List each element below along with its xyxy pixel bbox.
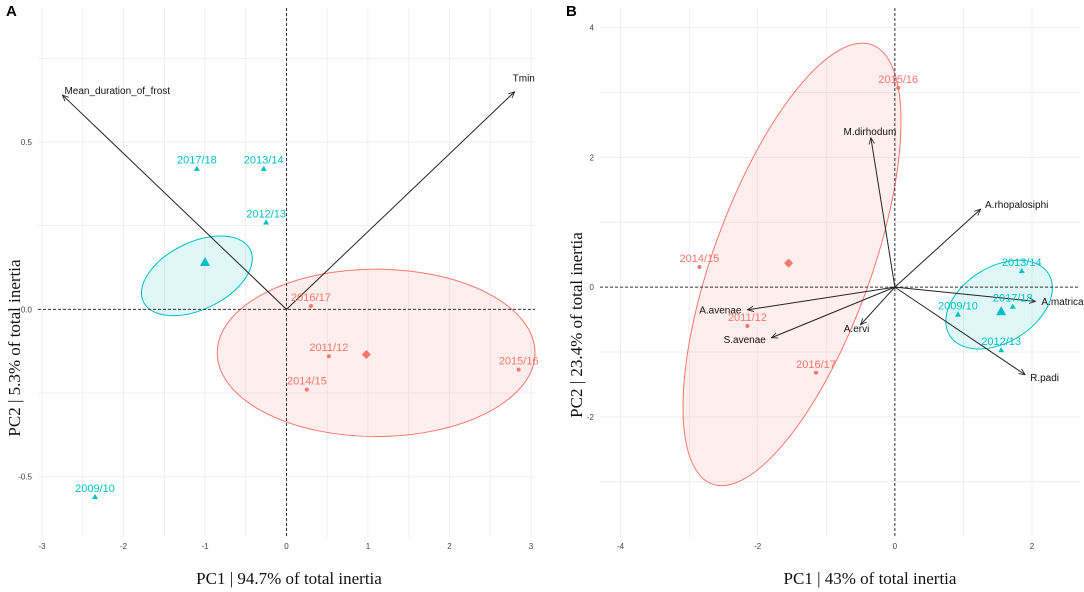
panel-a-point-label: 2009/10: [75, 483, 115, 495]
panel-a-arrow-mean-duration-of-frost: [62, 95, 287, 310]
panel-b-centroid-group1: [784, 258, 794, 268]
panel-b-arrows: M.dirhodum A.rhopalosiphi A.matricariae A.a…: [699, 127, 1084, 384]
panel-a-x-tick-label: -1: [201, 542, 209, 551]
panel-a-point-group2: [263, 219, 270, 225]
panel-b-y-tick-label: -2: [587, 413, 595, 422]
panel-a-y-tick-label: 0.5: [21, 138, 33, 147]
panel-b-arrow-label: A.avenae: [699, 306, 742, 317]
panel-a-point-group2: [193, 165, 200, 171]
panel-a-arrows: Mean_duration_of_frost Tmin: [62, 74, 535, 310]
panel-b: B M.dirhodum A.rhopalosiphi A.matricariae A…: [566, 3, 1084, 588]
panel-b-point-group1: [745, 324, 750, 329]
panel-a-x-tick-label: -3: [39, 542, 47, 551]
panel-a-group2-ellipse: [140, 235, 253, 317]
panel-b-point-label: 2015/16: [878, 74, 918, 86]
panel-b-arrow-label: A.ervi: [844, 324, 870, 335]
panel-a-arrow-tmin: [286, 92, 515, 310]
panel-b-label: B: [566, 3, 577, 20]
panel-b-point-group1: [814, 370, 818, 375]
panel-b-ticks: -4 -2 0 2 -2 0 2 4: [587, 23, 1035, 551]
panel-b-reference-lines: [600, 8, 1080, 537]
panel-a-x-tick-label: 2: [447, 542, 452, 551]
panel-b-arrow-label: S.avenae: [724, 335, 767, 346]
panel-a-label: A: [6, 3, 17, 20]
panel-a-point-label: 2017/18: [177, 155, 217, 167]
panel-a-points: 2016/17 2011/12 2014/15 2015/16 2017/18 2013/…: [75, 155, 539, 500]
panel-b-point-group1: [896, 85, 901, 90]
panel-a-point-group2: [92, 493, 99, 500]
panel-a-point-group2: [260, 165, 267, 171]
panel-b-y-tick-label: 0: [590, 283, 595, 292]
panel-b-arrow-m-dirhodum: [871, 138, 896, 288]
panel-b-point-label: 2017/18: [993, 293, 1033, 305]
panel-a-point-group1: [326, 354, 331, 359]
panel-a-reference-lines: [38, 8, 535, 537]
panel-b-point-group2: [998, 347, 1005, 353]
panel-b-x-tick-label: -4: [617, 542, 625, 551]
panel-b-arrow-a-matricariae: [894, 286, 1036, 301]
panel-a-x-tick-label: 3: [529, 542, 534, 551]
panel-b-x-axis-title: PC1 | 43% of total inertia: [784, 569, 957, 588]
panel-b-x-tick-label: -2: [754, 542, 762, 551]
panel-b-x-tick-label: 0: [893, 542, 898, 551]
panel-a-centroid-group2: [200, 256, 211, 266]
panel-b-arrow-label: R.padi: [1030, 373, 1059, 384]
panel-b-point-label: 2011/12: [728, 312, 767, 324]
panel-b-y-axis-title: PC2 | 23.4% of total inertia: [567, 232, 586, 418]
panel-b-arrow-a-rhopalosiphi: [894, 209, 981, 288]
panel-a-x-tick-label: -2: [120, 542, 128, 551]
panel-b-arrow-label: A.matricariae: [1041, 297, 1084, 308]
panel-b-y-tick-label: 2: [590, 153, 595, 162]
panel-a: A Mean_duration_of_frost Tmin 2016/17 2011…: [5, 3, 539, 588]
panel-b-point-label: 2014/15: [680, 253, 720, 265]
panel-a-centroid-group1: [361, 350, 371, 360]
panel-b-point-label: 2009/10: [938, 300, 978, 312]
panel-b-point-label: 2012/13: [981, 336, 1021, 348]
panel-a-ellipses: [140, 235, 536, 438]
panel-b-point-group2: [1009, 303, 1016, 309]
panel-b-centroid-group2: [996, 306, 1007, 316]
panel-a-point-group1: [308, 303, 313, 308]
panel-a-point-label: 2016/17: [291, 292, 331, 304]
panel-a-point-label: 2012/13: [246, 208, 286, 220]
panel-a-point-group1: [516, 367, 521, 372]
panel-a-point-label: 2013/14: [244, 155, 284, 167]
panel-b-point-group2: [1018, 267, 1025, 274]
panel-a-y-tick-label: 0.0: [21, 305, 33, 314]
panel-a-ticks: -3 -2 -1 0 1 2 3 -0.5 0.0 0.5: [18, 138, 533, 551]
panel-a-x-tick-label: 1: [366, 542, 371, 551]
panel-b-point-label: 2016/17: [796, 359, 836, 371]
panel-a-arrow-label: Mean_duration_of_frost: [64, 86, 170, 97]
panel-a-group1-ellipse: [216, 268, 536, 438]
panel-a-point-label: 2014/15: [287, 376, 327, 388]
panel-b-arrow-s-avenae: [771, 286, 896, 338]
panel-a-arrow-label: Tmin: [513, 74, 535, 85]
panel-b-x-tick-label: 2: [1030, 542, 1035, 551]
panel-a-x-axis-title: PC1 | 94.7% of total inertia: [196, 569, 382, 588]
panel-b-arrow-r-padi: [894, 286, 1025, 375]
panel-a-y-axis-title: PC2 | 5.3% of total inertia: [5, 259, 24, 437]
panel-a-y-tick-label: -0.5: [18, 473, 32, 482]
panel-a-point-label: 2015/16: [499, 356, 539, 368]
panel-b-points: 2015/16 2014/15 2011/12 2016/17 2013/14 2009/…: [680, 74, 1042, 375]
panel-b-arrow-label: A.rhopalosiphi: [985, 200, 1048, 211]
panel-a-point-group1: [304, 387, 309, 392]
panel-b-ellipses: [682, 42, 1053, 487]
panel-b-arrow-label: M.dirhodum: [843, 127, 896, 138]
panel-b-y-tick-label: 4: [590, 23, 595, 32]
panel-b-point-group1: [697, 264, 702, 269]
panel-a-point-label: 2011/12: [309, 342, 348, 354]
panel-b-arrow-a-avenae: [747, 286, 895, 310]
panel-b-arrow-a-ervi: [861, 286, 896, 325]
panel-b-point-group2: [954, 311, 961, 317]
panel-a-x-tick-label: 0: [284, 542, 289, 551]
panel-b-group2-ellipse: [945, 259, 1053, 350]
panel-b-point-label: 2013/14: [1002, 257, 1042, 269]
